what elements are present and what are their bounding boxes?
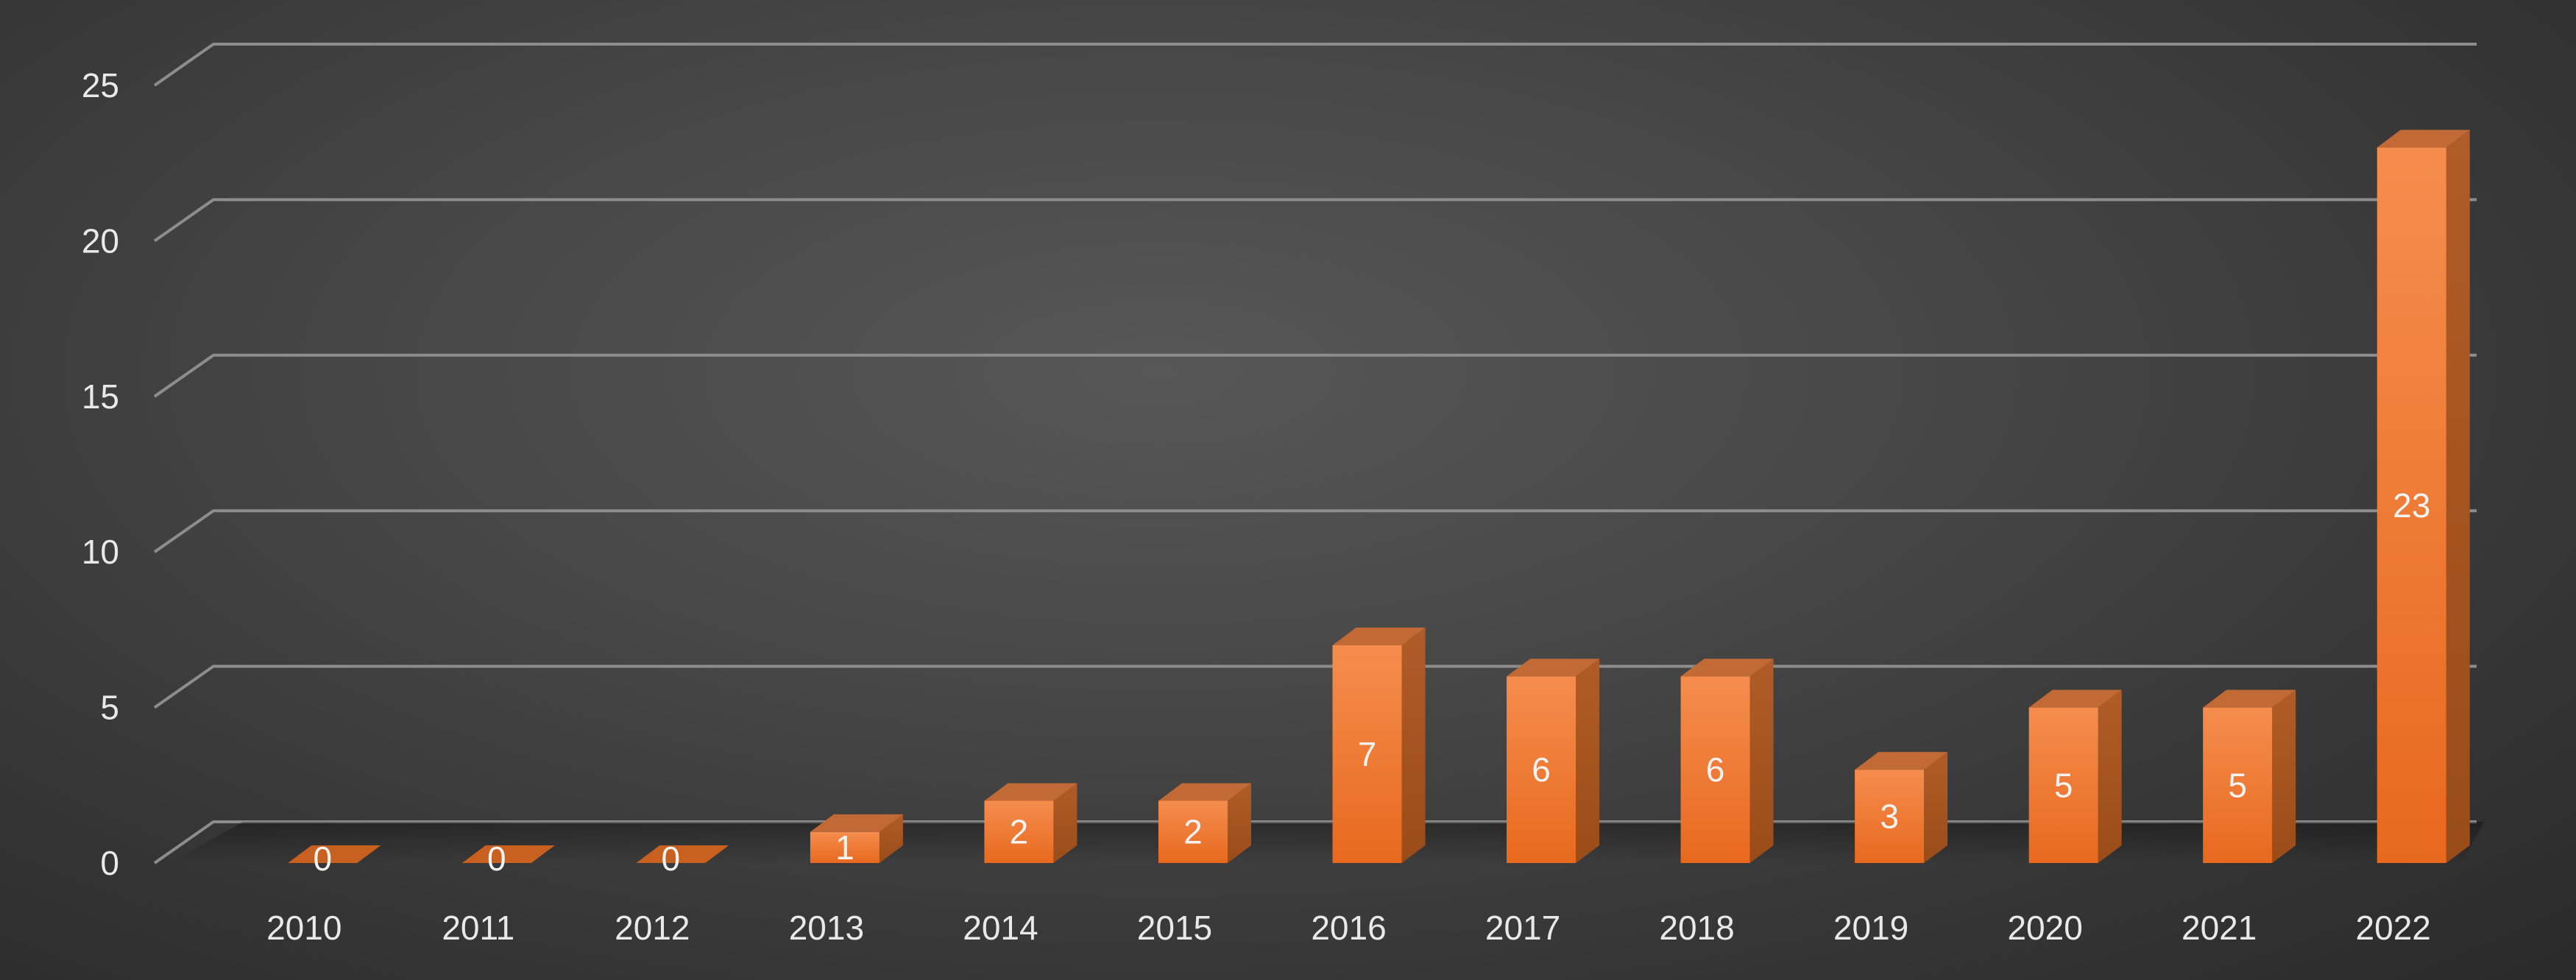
data-label: 1	[835, 828, 854, 867]
y-tick-label: 10	[82, 533, 119, 571]
data-label: 23	[2393, 486, 2430, 525]
data-label: 6	[1706, 750, 1725, 789]
bar-front	[810, 831, 880, 863]
bar-2014: 2	[984, 783, 1078, 863]
gridlines	[153, 43, 2477, 864]
gridline-25	[153, 43, 2477, 87]
x-tick-label: 2015	[1137, 909, 1212, 947]
y-tick-label: 15	[82, 377, 119, 416]
bar-front	[2203, 707, 2273, 863]
bar-2013: 1	[810, 814, 903, 867]
bar-front	[1680, 676, 1750, 863]
bar-2020: 5	[2028, 689, 2122, 863]
bar-top	[2377, 129, 2470, 148]
bar-front	[1332, 645, 1402, 863]
bar-top	[810, 814, 903, 832]
bar-front	[1507, 676, 1577, 863]
y-tick-label: 5	[100, 689, 119, 727]
bar-side	[2272, 689, 2296, 863]
bar-side	[879, 814, 903, 863]
bar-top	[984, 783, 1078, 801]
x-tick-label: 2016	[1311, 909, 1386, 947]
bar-2016: 7	[1332, 628, 1426, 863]
bar-top	[2028, 689, 2122, 708]
x-tick-label: 2020	[2007, 909, 2082, 947]
data-label: 5	[2054, 766, 2073, 804]
x-tick-label: 2017	[1485, 909, 1560, 947]
bar-side	[1576, 658, 1600, 863]
bars: 0 0 0 1 2 2 7 6 6 3 5 5 23	[288, 129, 2470, 878]
bar-front	[2028, 707, 2098, 863]
bar-side	[1227, 783, 1251, 863]
bar-2019: 3	[1855, 752, 1948, 863]
bar-top	[1680, 658, 1774, 677]
bar-2015: 2	[1158, 783, 1251, 863]
y-tick-label: 25	[82, 66, 119, 104]
data-label: 0	[313, 839, 332, 878]
data-label: 0	[487, 839, 506, 878]
bar-side	[1749, 658, 1774, 863]
y-axis-tick-labels: 0 5 10 15 20 25	[82, 66, 119, 882]
data-label: 2	[1183, 813, 1203, 851]
data-label: 5	[2228, 766, 2247, 804]
bar-top	[1507, 658, 1600, 677]
bar-side	[1924, 752, 1948, 863]
bar-2021: 5	[2203, 689, 2296, 863]
x-axis-tick-labels: 2010 2011 2012 2013 2014 2015 2016 2017 2018 2019…	[266, 909, 2431, 947]
bar-top	[1332, 628, 1426, 646]
x-tick-label: 2014	[963, 909, 1038, 947]
bar-top	[1855, 752, 1948, 770]
bar-side	[2098, 689, 2122, 863]
bar-2012: 0	[636, 839, 729, 878]
data-label: 7	[1358, 735, 1377, 773]
bar-top	[288, 845, 381, 863]
bar-side	[1053, 783, 1078, 863]
x-tick-label: 2022	[2356, 909, 2431, 947]
gridline-10	[153, 509, 2477, 553]
data-label: 6	[1532, 750, 1551, 789]
bar-top	[461, 845, 555, 863]
data-label: 0	[662, 839, 681, 878]
x-tick-label: 2013	[789, 909, 864, 947]
x-tick-label: 2019	[1833, 909, 1908, 947]
bar-top	[636, 845, 729, 863]
y-tick-label: 0	[100, 844, 119, 882]
bar-front	[1158, 800, 1228, 863]
bar-side	[1401, 628, 1426, 863]
data-label: 2	[1010, 813, 1029, 851]
bar-top	[1158, 783, 1251, 801]
bar-front	[984, 800, 1054, 863]
bar-side	[2446, 129, 2470, 863]
x-tick-label: 2021	[2182, 909, 2257, 947]
bar-2017: 6	[1507, 658, 1600, 863]
gridline-20	[153, 198, 2477, 243]
x-tick-label: 2011	[442, 909, 514, 947]
gridline-15	[153, 353, 2477, 398]
x-tick-label: 2012	[615, 909, 690, 947]
bar-2011: 0	[461, 839, 555, 878]
x-tick-label: 2010	[266, 909, 342, 947]
y-tick-label: 20	[82, 221, 119, 260]
gridline-5	[153, 664, 2477, 709]
bar-2010: 0	[288, 839, 381, 878]
bar-top	[2203, 689, 2296, 708]
bar-2018: 6	[1680, 658, 1774, 863]
bar-front	[2377, 147, 2446, 863]
bar-front	[1855, 770, 1925, 863]
data-label: 3	[1880, 798, 1899, 836]
bar-2022: 23	[2377, 129, 2470, 863]
x-tick-label: 2018	[1659, 909, 1734, 947]
